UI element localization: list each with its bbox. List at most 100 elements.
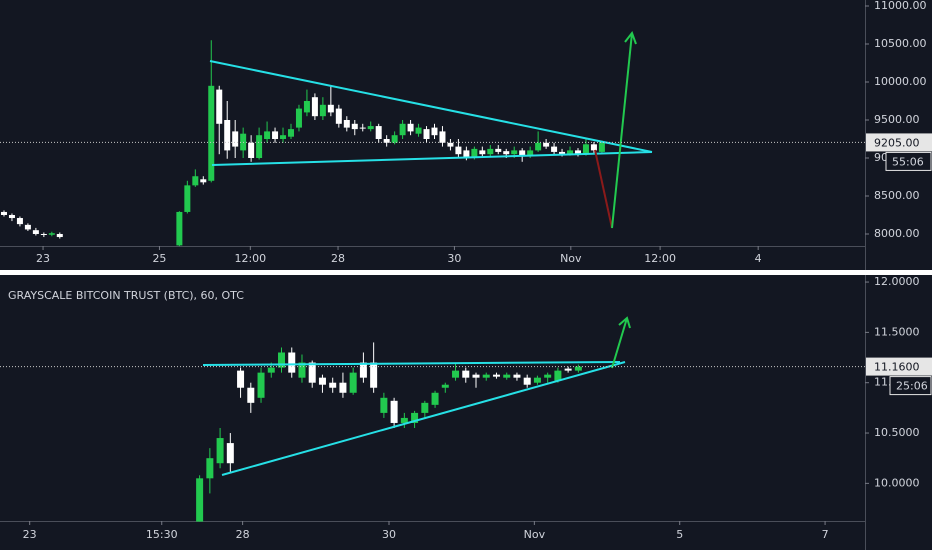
candle-body bbox=[370, 362, 378, 388]
trend-line bbox=[211, 151, 653, 166]
x-tick-label: 23 bbox=[23, 528, 37, 541]
x-tick-label: 28 bbox=[236, 528, 250, 541]
candle-body bbox=[462, 370, 470, 378]
arrow-head bbox=[624, 30, 637, 45]
candle-body bbox=[48, 233, 55, 235]
candle-body bbox=[24, 224, 31, 230]
x-tick-label: 4 bbox=[755, 252, 762, 265]
candle-body bbox=[216, 438, 224, 464]
candle-body bbox=[567, 150, 574, 155]
candle-body bbox=[391, 135, 398, 143]
candle-body bbox=[523, 377, 531, 385]
last-price-label: 9205.00 bbox=[874, 136, 920, 149]
candle-body bbox=[280, 135, 287, 139]
candle-body bbox=[447, 142, 454, 147]
countdown-box bbox=[885, 151, 932, 171]
candle-body bbox=[318, 377, 326, 385]
candle-body bbox=[441, 384, 449, 388]
candle-body bbox=[574, 150, 581, 155]
y-tick-label: 10000.00 bbox=[874, 75, 927, 88]
x-tick-label: Nov bbox=[560, 252, 582, 265]
last-price-label: 11.1600 bbox=[874, 361, 920, 374]
x-tick-label: 12:00 bbox=[234, 252, 266, 265]
candle-body bbox=[472, 374, 480, 378]
candle-body bbox=[308, 362, 316, 383]
x-tick-label: 5 bbox=[676, 528, 683, 541]
candle-body bbox=[554, 370, 562, 381]
candle-body bbox=[598, 142, 605, 152]
candle-body bbox=[431, 127, 438, 136]
chart-title: GRAYSCALE BITCOIN TRUST (BTC), 60, OTC bbox=[8, 289, 244, 302]
y-tick-label: 11000.00 bbox=[874, 0, 927, 12]
last-price-box bbox=[866, 357, 932, 376]
candle-body bbox=[452, 370, 460, 378]
candle-body bbox=[431, 392, 439, 405]
candle-body bbox=[349, 372, 357, 393]
candle-body bbox=[367, 126, 374, 130]
candle-body bbox=[224, 119, 231, 151]
x-tick-label: 7 bbox=[822, 528, 829, 541]
candle-body bbox=[399, 123, 406, 136]
candle-body bbox=[535, 142, 542, 151]
candle-body bbox=[256, 135, 263, 158]
marks bbox=[0, 40, 605, 522]
candle-body bbox=[503, 151, 510, 155]
arrow-line bbox=[594, 149, 613, 229]
x-tick-label: 12:00 bbox=[644, 252, 676, 265]
candle-body bbox=[423, 129, 430, 139]
y-tick-label: 12.0000 bbox=[874, 275, 920, 288]
x-tick-label: Nov bbox=[524, 528, 546, 541]
y-tick-label: 11.5000 bbox=[874, 325, 920, 338]
candle-body bbox=[192, 176, 199, 186]
candle-body bbox=[513, 374, 521, 378]
x-tick-label: 30 bbox=[382, 528, 396, 541]
y-tick-label: 10500.00 bbox=[874, 37, 927, 50]
candle-body bbox=[559, 151, 566, 155]
candle-body bbox=[295, 108, 302, 128]
candle-body bbox=[232, 131, 239, 147]
candle-body bbox=[298, 362, 306, 378]
candle-body bbox=[375, 126, 382, 139]
candle-body bbox=[455, 146, 462, 155]
pane-separator bbox=[0, 270, 932, 275]
candle-body bbox=[278, 352, 286, 368]
candle-body bbox=[482, 374, 490, 378]
countdown-box bbox=[889, 376, 932, 396]
candle-body bbox=[329, 382, 337, 388]
candle-body bbox=[479, 150, 486, 155]
candle-body bbox=[400, 417, 408, 423]
candle-body bbox=[407, 123, 414, 132]
candle-body bbox=[411, 412, 419, 423]
arrow-head bbox=[618, 316, 631, 329]
candle-body bbox=[32, 230, 39, 234]
candle-body bbox=[415, 127, 422, 134]
candle-body bbox=[471, 148, 478, 158]
candle-body bbox=[463, 150, 470, 158]
candle-body bbox=[503, 374, 511, 378]
candle-body bbox=[8, 214, 15, 219]
countdown-label: 55:06 bbox=[892, 155, 924, 168]
candle-body bbox=[40, 233, 47, 235]
candle-body bbox=[390, 400, 398, 423]
candle-body bbox=[590, 144, 597, 151]
candle-body bbox=[0, 211, 7, 215]
candle-body bbox=[287, 129, 294, 137]
y-tick-label: 8000.00 bbox=[874, 227, 920, 240]
candle-body bbox=[487, 148, 494, 155]
candle-body bbox=[319, 104, 326, 117]
x-tick-label: 23 bbox=[36, 252, 50, 265]
candle-body bbox=[16, 218, 23, 225]
candle-body bbox=[339, 382, 347, 393]
candle-body bbox=[226, 443, 234, 464]
candle-body bbox=[359, 127, 366, 129]
candle-body bbox=[543, 142, 550, 147]
candle-body bbox=[527, 150, 534, 157]
candle-body bbox=[267, 367, 275, 373]
candle-body bbox=[343, 119, 350, 128]
drawings bbox=[202, 30, 653, 476]
candle-body bbox=[237, 370, 245, 388]
y-tick-label: 10.5000 bbox=[874, 426, 920, 439]
candle-body bbox=[511, 150, 518, 155]
candle-body bbox=[359, 362, 367, 378]
